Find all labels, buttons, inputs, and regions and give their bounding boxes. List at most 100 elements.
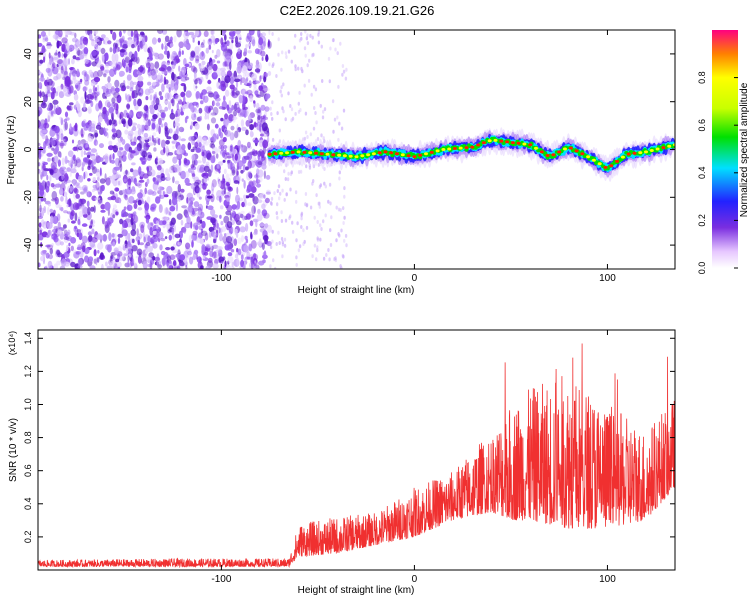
noise-cell	[188, 234, 193, 243]
noise-cell	[38, 77, 46, 82]
noise-cell	[128, 95, 132, 102]
noise-cell	[149, 226, 153, 236]
noise-cell	[177, 242, 182, 246]
noise-cell	[107, 217, 114, 224]
noise-cell	[172, 250, 177, 254]
noise-cell	[114, 157, 120, 167]
noise-cell	[59, 116, 62, 120]
noise-cell	[136, 123, 141, 129]
noise-cell	[83, 213, 88, 218]
noise-cell	[173, 164, 180, 173]
colorbar: 0.00.20.40.60.8 Normalized spectral ampl…	[697, 30, 750, 274]
noise-cell	[105, 177, 111, 186]
noise-cell	[260, 104, 266, 111]
noise-cell	[191, 154, 196, 161]
noise-cell	[342, 108, 346, 113]
noise-cell	[335, 238, 338, 243]
noise-cell	[145, 241, 151, 247]
noise-cell	[49, 110, 55, 115]
noise-cell	[42, 221, 48, 229]
signal-peak-cell	[557, 150, 562, 154]
signal-peak-cell	[667, 144, 672, 148]
noise-cell	[74, 39, 80, 48]
noise-cell	[191, 173, 196, 177]
noise-cell	[247, 65, 253, 70]
noise-cell	[71, 220, 76, 224]
noise-cell	[241, 215, 246, 221]
noise-cell	[201, 151, 205, 157]
noise-cell	[209, 61, 214, 68]
noise-cell	[243, 106, 248, 110]
noise-cell	[334, 258, 338, 263]
noise-cell	[232, 208, 235, 214]
noise-cell	[163, 50, 168, 55]
noise-cell	[56, 213, 61, 222]
noise-cell	[205, 246, 209, 253]
noise-cell	[204, 105, 210, 113]
noise-cell	[66, 244, 69, 252]
noise-cell	[67, 150, 74, 157]
noise-cell	[48, 52, 51, 59]
noise-cell	[42, 250, 47, 254]
noise-cell	[240, 88, 247, 95]
noise-cell	[95, 58, 102, 68]
noise-cell	[142, 173, 149, 179]
noise-cell	[109, 190, 114, 195]
noise-cell	[282, 109, 285, 114]
noise-cell	[82, 36, 89, 45]
noise-cell	[85, 30, 89, 35]
noise-cell	[245, 129, 249, 136]
noise-cell	[284, 177, 287, 181]
noise-cell	[99, 167, 102, 176]
noise-cell	[159, 138, 162, 145]
noise-cell	[144, 113, 149, 121]
noise-cell	[337, 137, 340, 142]
noise-cell	[178, 50, 182, 57]
noise-cell	[129, 110, 132, 118]
noise-cell	[57, 159, 62, 167]
noise-cell	[160, 64, 167, 72]
noise-cell	[235, 129, 240, 138]
noise-cell	[87, 236, 91, 243]
noise-cell	[137, 192, 143, 199]
noise-cell	[38, 106, 43, 115]
noise-cell	[137, 128, 142, 136]
noise-cell	[90, 148, 97, 153]
noise-cell	[138, 179, 145, 183]
signal-peak-cell	[429, 150, 434, 154]
noise-cell	[339, 264, 342, 269]
noise-cell	[195, 147, 201, 153]
noise-cell	[187, 248, 192, 253]
noise-cell	[283, 169, 286, 174]
noise-cell	[266, 130, 270, 137]
noise-cell	[194, 30, 200, 37]
noise-cell	[157, 264, 163, 269]
noise-cell	[149, 169, 156, 177]
noise-cell	[237, 237, 242, 245]
noise-cell	[122, 174, 128, 184]
noise-cell	[342, 254, 345, 259]
noise-cell	[130, 168, 134, 173]
noise-cell	[125, 188, 132, 195]
noise-cell	[87, 206, 91, 216]
noise-cell	[256, 94, 262, 98]
noise-cell	[47, 93, 51, 98]
noise-cell	[317, 201, 320, 206]
noise-cell	[70, 245, 75, 252]
noise-cell	[256, 213, 263, 222]
noise-cell	[89, 172, 93, 176]
noise-cell	[224, 148, 227, 155]
noise-cell	[236, 220, 242, 226]
noise-cell	[83, 171, 86, 180]
noise-cell	[46, 101, 51, 109]
noise-cell	[157, 37, 161, 43]
noise-cell	[113, 91, 120, 99]
noise-cell	[198, 196, 202, 200]
signal-peak-cell	[400, 153, 405, 157]
noise-cell	[143, 124, 149, 131]
noise-cell	[75, 193, 80, 199]
noise-cell	[93, 205, 96, 213]
noise-cell	[69, 123, 72, 130]
noise-cell	[281, 188, 284, 193]
